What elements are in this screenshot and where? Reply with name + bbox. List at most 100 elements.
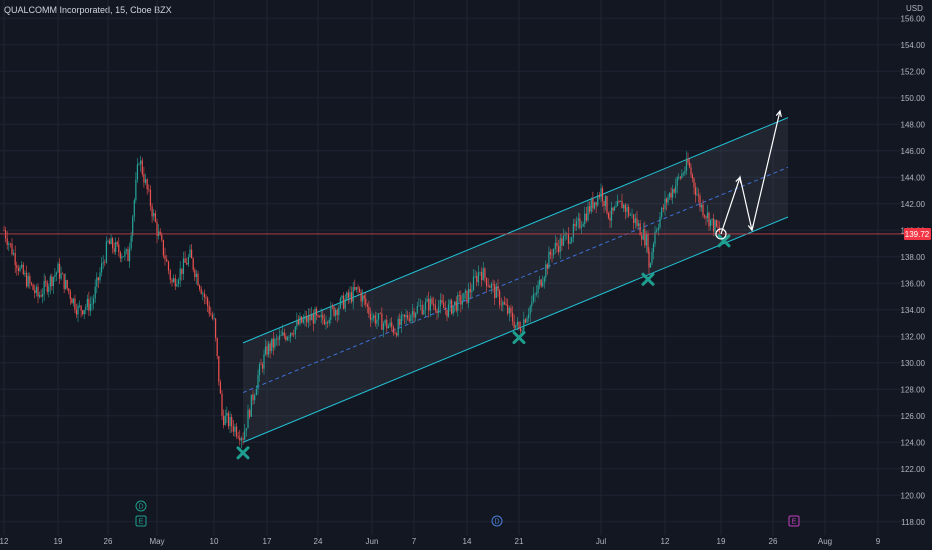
candle-body (619, 200, 622, 202)
candle-body (403, 314, 406, 317)
candle-body (601, 188, 604, 202)
candle-body (423, 309, 425, 315)
candle-body (662, 207, 664, 210)
projection-arrowhead (747, 224, 754, 232)
candle-body (16, 265, 18, 269)
candle-body (132, 216, 134, 236)
candle-body (85, 307, 87, 310)
candle-body (535, 292, 538, 295)
candle-body (472, 276, 475, 291)
candle-body (469, 288, 471, 293)
candle-body (715, 220, 718, 227)
candle-body (339, 298, 341, 309)
candle-body (22, 264, 24, 275)
candle-body (374, 315, 376, 324)
candle-body (14, 253, 16, 266)
candle-body (311, 314, 313, 321)
candle-body (661, 207, 663, 217)
candle-body (351, 292, 353, 302)
price-tick-label: 154.00 (901, 41, 926, 50)
candle-body (505, 304, 507, 305)
candle-body (210, 313, 212, 315)
candle-body (245, 428, 247, 431)
candle-body (52, 277, 54, 286)
candle-body (433, 303, 435, 306)
candle-body (207, 298, 209, 306)
candle-body (529, 306, 531, 315)
time-axis[interactable]: 12 19 26 May 10 17 24 Jun 7 14 21 Jul 12 19 26 Aug 9 (0, 537, 881, 546)
candle-body (485, 277, 488, 286)
candle-body (269, 343, 271, 351)
candle-body (452, 305, 454, 314)
candle-body (122, 256, 124, 257)
candle-body (648, 251, 650, 268)
candle-body (151, 206, 153, 217)
candle-body (282, 332, 284, 336)
candle-body (540, 279, 542, 287)
candle-body (670, 192, 672, 198)
candle-body (365, 298, 367, 305)
candle-body (539, 279, 541, 285)
candle-body (711, 218, 713, 220)
candle-body (154, 213, 156, 222)
candle-body (487, 285, 489, 287)
candle-body (355, 287, 357, 290)
candle-body (72, 298, 74, 304)
candle-body (192, 258, 194, 270)
chart-title: QUALCOMM Incorporated, 15, Cboe BZX (4, 5, 172, 15)
candle-body (140, 160, 142, 164)
candle-body (11, 243, 13, 255)
candle-body (477, 272, 479, 283)
candle-body (181, 268, 183, 275)
candle-body (128, 248, 131, 262)
candle-body (482, 268, 484, 281)
entry-circle (715, 228, 727, 240)
candle-body (113, 248, 115, 252)
candle-body (366, 304, 368, 307)
candle-body (368, 306, 370, 314)
candle-body (705, 216, 707, 219)
candle-body (69, 291, 71, 299)
candle-body (66, 280, 68, 289)
candle-body (315, 308, 318, 316)
candle-body (429, 298, 431, 311)
price-tick-label: 150.00 (901, 94, 926, 103)
candle-body (275, 338, 278, 340)
candle-body (709, 219, 712, 227)
candle-body (116, 242, 118, 245)
candle-body (242, 438, 244, 440)
candle-body (585, 213, 587, 221)
candle-body (86, 298, 88, 308)
candle-body (564, 233, 566, 236)
candle-body (471, 290, 473, 293)
candle-body (357, 287, 359, 289)
candle-body (63, 273, 65, 289)
candle-body (38, 295, 41, 297)
candle-body (119, 251, 121, 259)
candle-body (621, 200, 623, 209)
projection-path (720, 110, 781, 235)
candle-body (48, 286, 50, 292)
candle-body (296, 320, 298, 327)
candle-body (101, 263, 103, 273)
candle-body (223, 415, 225, 425)
candle-body (288, 337, 290, 338)
candle-body (395, 333, 398, 336)
candle-body (441, 299, 443, 303)
candle-body (166, 259, 168, 262)
candle-body (235, 426, 238, 437)
candle-body (239, 437, 241, 441)
time-tick-label: 24 (314, 537, 323, 546)
price-tick-label: 152.00 (901, 67, 926, 76)
price-tick-label: 120.00 (901, 491, 926, 500)
candle-body (461, 300, 463, 305)
candle-body (330, 306, 332, 320)
candle-body (421, 305, 423, 315)
candle-body (379, 313, 381, 314)
candle-body (495, 286, 497, 298)
candle-body (679, 177, 681, 179)
candle-body (447, 304, 450, 317)
price-axis[interactable]: 118.00 120.00 122.00 124.00 126.00 128.00 130.… (901, 14, 931, 527)
candle-body (83, 309, 85, 315)
